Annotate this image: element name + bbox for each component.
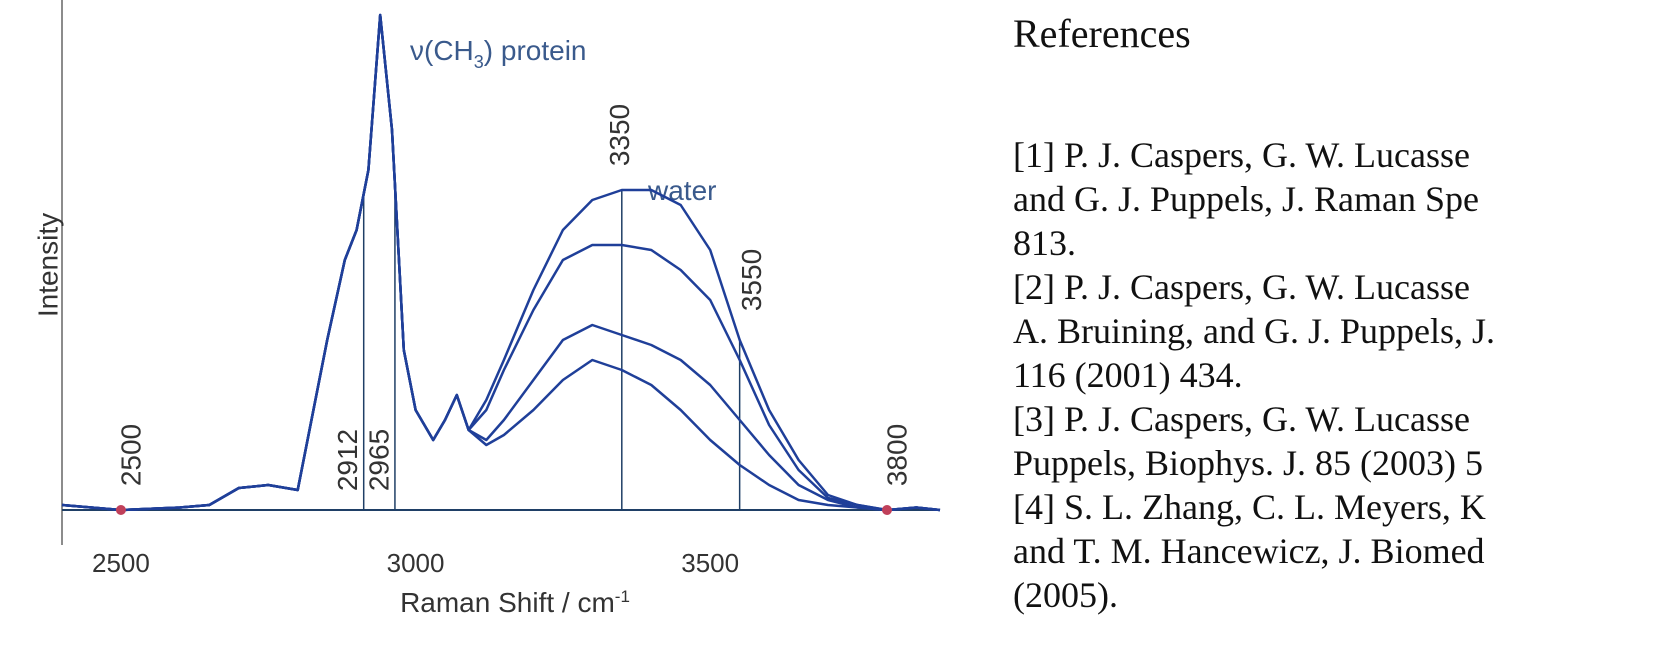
marker-line-label: 3350 — [604, 104, 635, 166]
references-title: References — [1013, 11, 1191, 56]
reference-line: [1] P. J. Caspers, G. W. Lucasse — [1013, 135, 1470, 175]
marker-point-label: 3800 — [881, 424, 912, 486]
x-tick-label: 3000 — [387, 548, 445, 578]
reference-line: 116 (2001) 434. — [1013, 355, 1243, 395]
marker-line-label: 2912 — [332, 429, 363, 491]
x-tick-label: 3500 — [681, 548, 739, 578]
x-axis-label-main: Raman Shift / cm — [400, 587, 615, 618]
reference-line: (2005). — [1013, 575, 1118, 615]
protein-annotation-sub: 3 — [474, 52, 484, 72]
marker-point — [881, 505, 892, 515]
reference-line: 813. — [1013, 223, 1076, 263]
marker-line-label: 2965 — [363, 429, 394, 491]
protein-annotation: ν(CH3) protein — [410, 35, 587, 72]
x-tick-label: 2500 — [92, 548, 150, 578]
marker-point — [115, 505, 126, 515]
y-axis-label: Intensity — [32, 213, 63, 317]
reference-line: [4] S. L. Zhang, C. L. Meyers, K — [1013, 487, 1486, 527]
x-axis-label: Raman Shift / cm-1 — [400, 587, 630, 618]
reference-line: A. Bruining, and G. J. Puppels, J. — [1013, 311, 1496, 351]
reference-line: Puppels, Biophys. J. 85 (2003) 5 — [1013, 443, 1484, 483]
references: References [1] P. J. Caspers, G. W. Luca… — [1013, 0, 1669, 666]
reference-line: and T. M. Hancewicz, J. Biomed — [1013, 531, 1485, 571]
x-axis-label-sup: -1 — [615, 587, 630, 606]
protein-annotation-main: ν(CH — [410, 35, 474, 66]
reference-line: [3] P. J. Caspers, G. W. Lucasse — [1013, 399, 1470, 439]
water-annotation: water — [647, 175, 716, 206]
reference-line: [2] P. J. Caspers, G. W. Lucasse — [1013, 267, 1470, 307]
spectrum-line — [61, 13, 941, 512]
chart: Intensity Raman Shift / cm-1 ν(CH3) prot… — [32, 0, 941, 618]
protein-annotation-tail: ) protein — [484, 35, 587, 66]
marker-point-label: 2500 — [115, 424, 146, 486]
marker-line-label: 3550 — [736, 249, 767, 311]
reference-line: and G. J. Puppels, J. Raman Spe — [1013, 179, 1479, 219]
